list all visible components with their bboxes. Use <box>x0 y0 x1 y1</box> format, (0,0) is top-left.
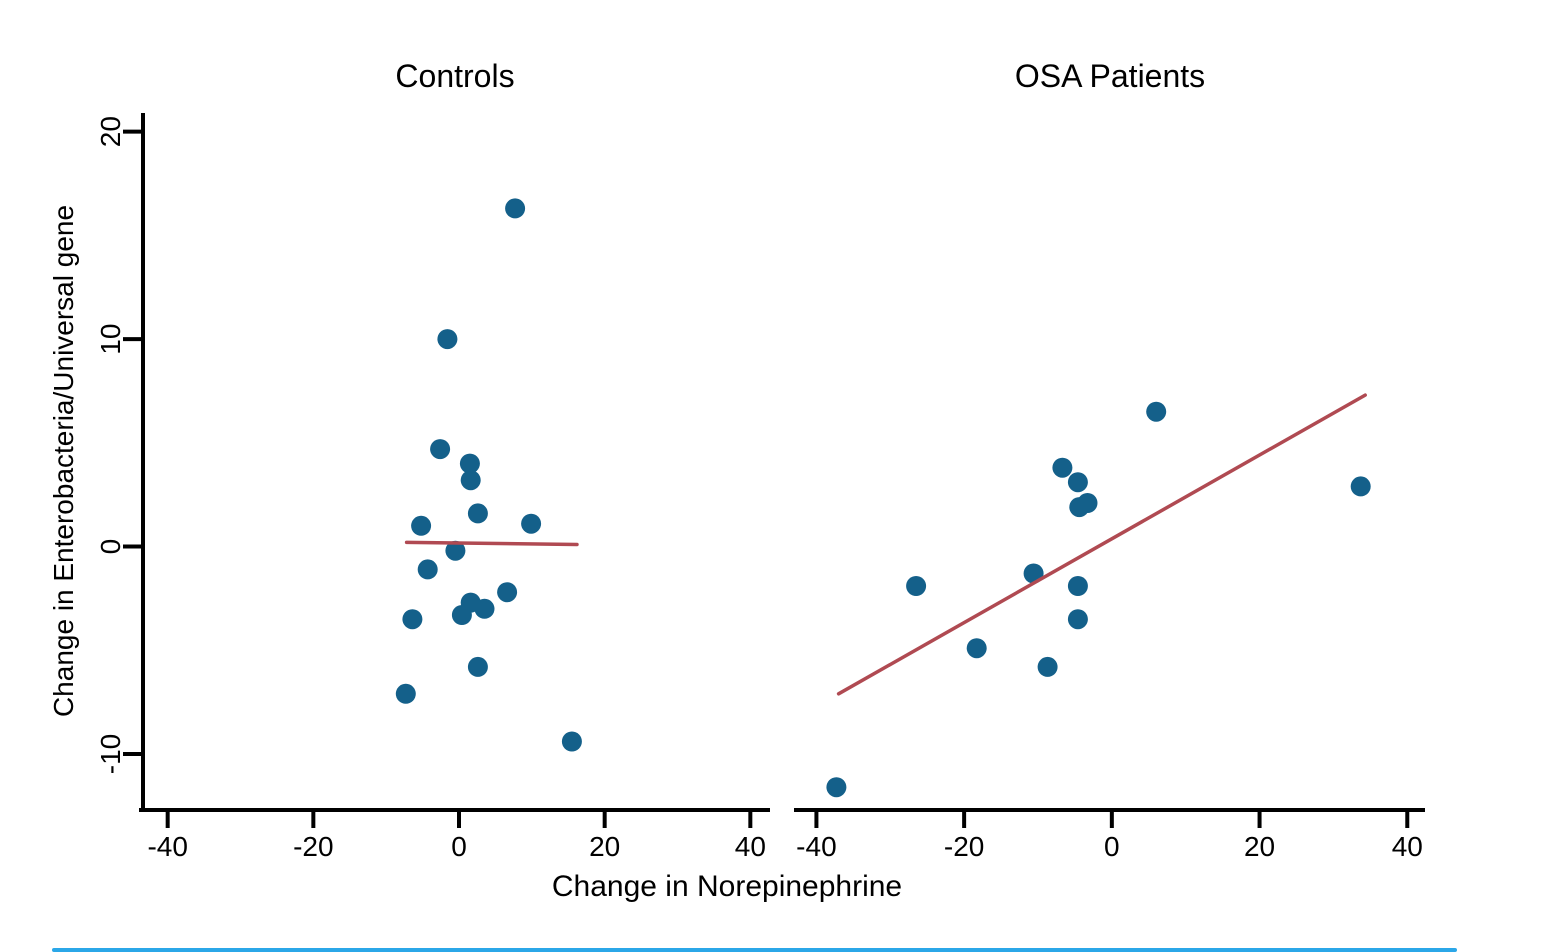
x-tick-label: 0 <box>1104 831 1120 862</box>
data-point <box>1067 609 1088 630</box>
bottom-accent-bar <box>52 948 1457 952</box>
y-tick-label: 20 <box>95 116 126 147</box>
x-tick-label: 0 <box>451 831 467 862</box>
y-tick-label: -10 <box>95 734 126 774</box>
panel-osa-patients: -40 -20 0 20 40 <box>794 393 1425 862</box>
data-point <box>1067 576 1088 596</box>
data-point <box>505 198 526 219</box>
data-point <box>411 515 432 536</box>
data-point <box>459 453 480 474</box>
panel-title-controls: Controls <box>395 58 515 94</box>
data-point <box>521 513 542 534</box>
data-point <box>1052 457 1073 478</box>
data-point <box>430 439 451 460</box>
x-tick-label: 20 <box>589 831 620 862</box>
x-tick-label: 40 <box>735 831 766 862</box>
x-tick-label: -40 <box>147 831 187 862</box>
x-tick-label: -40 <box>796 831 836 862</box>
y-tick-label: 0 <box>95 539 126 555</box>
fit-line <box>836 393 1367 696</box>
x-tick-label: -20 <box>293 831 333 862</box>
data-point <box>966 638 987 659</box>
data-point <box>451 605 472 625</box>
x-tick-label: 20 <box>1244 831 1275 862</box>
data-point <box>467 503 488 524</box>
data-point <box>561 731 582 752</box>
y-tick-label: 10 <box>95 324 126 355</box>
data-point <box>826 777 847 798</box>
data-point <box>1350 476 1371 497</box>
x-tick-label: -20 <box>944 831 984 862</box>
x-axis-label: Change in Norepinephrine <box>551 870 903 903</box>
data-point <box>474 598 495 619</box>
panel-title-osa-patients: OSA Patients <box>1014 58 1206 94</box>
x-tick-label: 40 <box>1392 831 1423 862</box>
data-point <box>497 582 518 603</box>
panel-controls: -40 -20 0 20 40 -10 0 10 20 <box>95 113 770 862</box>
y-axis-label: Change in Enterobacteria/Universal gene <box>48 204 79 718</box>
data-point <box>395 683 416 704</box>
data-point <box>1077 493 1098 513</box>
data-point <box>1146 401 1167 422</box>
data-point <box>1037 656 1058 677</box>
data-point <box>460 470 481 491</box>
data-point <box>417 559 438 580</box>
data-point <box>467 656 488 677</box>
data-point <box>445 540 466 561</box>
fit-line <box>404 540 579 547</box>
data-point <box>437 329 458 350</box>
data-point <box>906 576 927 596</box>
data-point <box>1067 472 1088 493</box>
data-point <box>402 609 423 630</box>
